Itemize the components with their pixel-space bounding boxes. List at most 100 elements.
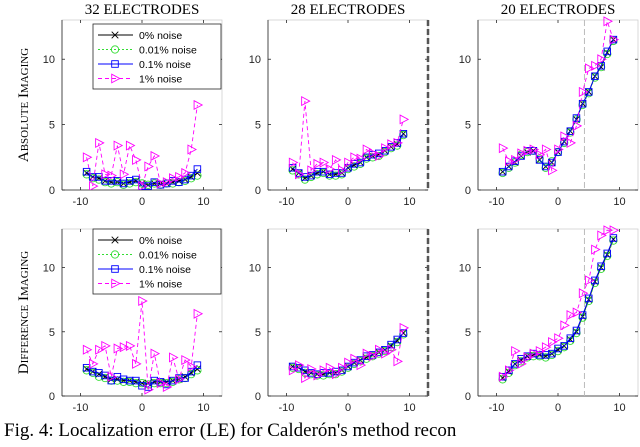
- data-point: [313, 158, 323, 169]
- data-point: [288, 365, 299, 376]
- data-point: [498, 167, 507, 176]
- data-point: [548, 349, 556, 358]
- data-point: [511, 345, 521, 357]
- data-point: [535, 345, 546, 357]
- legend-marker: [111, 236, 119, 244]
- data-point: [399, 114, 410, 125]
- data-point: [138, 181, 148, 190]
- data-point: [541, 342, 552, 353]
- data-point: [578, 288, 589, 299]
- data-point: [138, 295, 148, 306]
- data-point: [585, 88, 593, 96]
- x-tick-label: 0: [555, 196, 561, 208]
- series-line-1noise: [292, 101, 404, 176]
- axes-box: [267, 19, 429, 191]
- legend-marker: [111, 31, 119, 39]
- series-group: [82, 99, 204, 190]
- column-title: 32 ELECTRODES: [85, 2, 200, 18]
- legend-marker: [111, 60, 119, 68]
- data-point: [572, 307, 583, 318]
- data-point: [338, 165, 348, 176]
- data-point: [295, 360, 305, 371]
- x-tick-label: 0: [139, 402, 145, 414]
- y-tick-label: 10: [249, 54, 261, 66]
- subplot-1-0: -10 0 10 0 5 10 0% noise 0.01% noise 0.1% noise 1…: [43, 228, 223, 414]
- data-point: [523, 352, 533, 363]
- data-point: [144, 161, 154, 172]
- data-point: [95, 137, 105, 148]
- data-point: [193, 99, 204, 111]
- data-point: [535, 149, 546, 160]
- data-point: [288, 164, 297, 172]
- data-point: [132, 175, 140, 184]
- figure-caption: Fig. 4: Localization error (LE) for Cald…: [4, 420, 457, 441]
- data-point: [603, 249, 611, 258]
- data-point: [187, 361, 197, 372]
- data-point: [393, 335, 401, 344]
- data-point: [597, 54, 607, 65]
- data-point: [193, 171, 202, 180]
- data-point: [548, 336, 558, 348]
- data-point: [591, 60, 601, 71]
- x-tick-label: -10: [489, 402, 505, 414]
- data-point: [585, 275, 595, 286]
- data-point: [578, 311, 587, 319]
- y-tick-label: 0: [49, 185, 55, 197]
- x-tick-label: 10: [403, 196, 415, 208]
- column-title: 28 ELECTRODES: [291, 2, 406, 18]
- x-tick-label: 0: [555, 402, 561, 414]
- data-point: [554, 144, 564, 155]
- legend-marker: [110, 250, 120, 259]
- data-point: [119, 342, 130, 353]
- data-point: [609, 34, 620, 45]
- legend-marker: [110, 45, 120, 54]
- data-point: [288, 157, 299, 168]
- data-point: [523, 145, 533, 156]
- data-point: [162, 177, 173, 188]
- series-line-1noise: [86, 104, 198, 188]
- data-point: [125, 340, 136, 351]
- x-tick-label: 10: [403, 402, 415, 414]
- legend-label: 0.01% noise: [139, 250, 197, 262]
- data-point: [107, 170, 117, 181]
- y-tick-label: 10: [43, 54, 55, 66]
- data-point: [393, 137, 403, 148]
- data-point: [82, 152, 93, 163]
- data-point: [597, 262, 605, 271]
- data-point: [399, 329, 408, 337]
- axes-box: [477, 19, 639, 191]
- series-line-001noise: [502, 240, 614, 380]
- data-point: [387, 344, 397, 355]
- data-point: [517, 148, 527, 159]
- data-point: [187, 367, 195, 376]
- y-tick-label: 0: [255, 185, 261, 197]
- x-tick-label: -10: [279, 402, 295, 414]
- y-tick-label: 0: [465, 391, 471, 403]
- data-point: [560, 342, 568, 350]
- data-point: [181, 175, 189, 184]
- data-point: [313, 370, 323, 381]
- data-point: [548, 165, 558, 176]
- y-tick-label: 10: [459, 263, 471, 275]
- series-line-01noise: [86, 168, 198, 187]
- data-point: [301, 96, 311, 107]
- data-point: [498, 371, 509, 382]
- x-tick-label: 10: [197, 402, 209, 414]
- data-point: [603, 47, 611, 56]
- data-point: [344, 357, 354, 368]
- data-point: [554, 333, 564, 344]
- data-point: [350, 152, 360, 163]
- data-point: [89, 358, 99, 369]
- data-point: [156, 178, 167, 189]
- data-point: [175, 374, 185, 385]
- series-line-1noise: [86, 300, 198, 390]
- data-point: [566, 310, 577, 321]
- column-title: 20 ELECTRODES: [501, 2, 616, 18]
- data-point: [368, 351, 379, 362]
- series-line-1noise: [502, 21, 614, 172]
- data-point: [505, 156, 515, 167]
- legend-label: 1% noise: [139, 279, 182, 291]
- data-point: [566, 334, 575, 342]
- data-point: [566, 127, 575, 135]
